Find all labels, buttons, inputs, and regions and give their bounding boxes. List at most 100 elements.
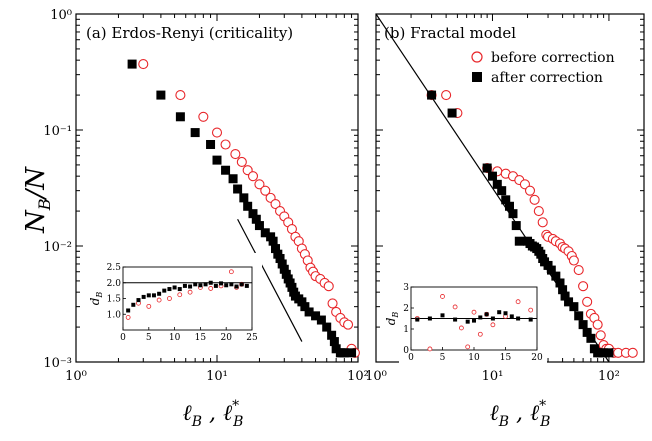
- inset-data-point: [229, 282, 234, 287]
- inset-y-tick-label: 2: [403, 304, 409, 314]
- inset-y-tick-label: 0: [403, 346, 409, 356]
- data-point: [311, 311, 321, 321]
- inset-data-point: [177, 292, 183, 298]
- panel-a-title: (a) Erdos-Renyi (criticality): [86, 24, 293, 42]
- x-tick-label: 10²: [347, 369, 369, 384]
- data-point: [533, 206, 544, 217]
- x-tick-label: 10¹: [482, 369, 504, 384]
- data-point: [537, 217, 548, 228]
- data-point: [243, 201, 253, 211]
- inset-data-point: [452, 304, 458, 310]
- inset-data-point: [156, 297, 162, 303]
- data-point: [339, 348, 349, 358]
- data-point: [558, 285, 568, 295]
- inset-data-point: [177, 287, 182, 292]
- data-point: [198, 111, 209, 122]
- data-point: [543, 260, 553, 270]
- inset-data-point: [228, 269, 234, 275]
- inset-data-point: [187, 289, 193, 295]
- inset-data-point: [516, 316, 521, 321]
- inset-data-point: [509, 314, 514, 319]
- legend-label-after: after correction: [491, 70, 603, 86]
- inset-data-point: [465, 319, 470, 324]
- inset-data-point: [472, 318, 476, 323]
- inset-y-tick-label: 3: [403, 283, 409, 293]
- data-point: [268, 236, 278, 246]
- inset-data-point: [490, 322, 496, 328]
- data-point: [427, 90, 437, 100]
- data-point: [564, 297, 574, 307]
- inset-data-point: [440, 294, 445, 299]
- inset-data-point: [146, 303, 152, 309]
- data-point: [254, 221, 264, 231]
- inset-x-tick-label: 25: [246, 333, 258, 343]
- data-point: [270, 198, 281, 210]
- inset-data-point: [427, 346, 433, 352]
- inset-data-point: [172, 285, 177, 290]
- data-point: [322, 322, 332, 332]
- data-point: [230, 149, 241, 160]
- inset-x-tick-label: 5: [146, 333, 152, 343]
- data-point: [586, 333, 596, 343]
- inset-data-point: [188, 284, 193, 289]
- inset-data-point: [244, 283, 249, 288]
- data-point: [156, 90, 166, 100]
- legend-label-before: before correction: [491, 50, 615, 66]
- inset-x-tick-label: 15: [500, 353, 512, 363]
- data-point: [447, 108, 457, 118]
- data-point: [492, 179, 502, 189]
- inset-y-tick-label: 2.0: [107, 279, 122, 289]
- data-point: [524, 185, 536, 196]
- data-point: [220, 139, 231, 150]
- data-point: [560, 291, 570, 301]
- x-tick-label: 10²: [598, 369, 620, 384]
- data-point: [281, 269, 291, 279]
- inset-data-point: [213, 283, 218, 288]
- inset-data-point: [151, 293, 156, 298]
- inset-x-tick-label: 15: [195, 333, 207, 343]
- data-point: [175, 90, 186, 101]
- inset-data-point: [239, 282, 244, 287]
- inset-y-tick-label: 1: [403, 325, 409, 335]
- data-point: [221, 165, 231, 175]
- inset-data-point: [208, 280, 213, 285]
- data-point: [329, 337, 339, 347]
- series-after-correction-a: [127, 59, 357, 358]
- data-point: [347, 348, 357, 358]
- data-point: [501, 195, 511, 205]
- inset-y-label: dB: [384, 312, 400, 326]
- data-point: [592, 319, 603, 330]
- inset-data-point: [203, 282, 208, 287]
- panel-fractal-model: (b) Fractal model 10⁰ 10¹ 10² 0 5 10 15 20 0 1 2 3…: [365, 13, 645, 384]
- inset-y-tick-label: 1.5: [107, 295, 122, 305]
- inset-data-point: [490, 316, 495, 321]
- data-point: [271, 244, 281, 254]
- data-point: [297, 297, 307, 307]
- y-tick-label: 10⁻³: [43, 356, 72, 371]
- inset-y-label: dB: [88, 292, 104, 306]
- data-point: [127, 59, 137, 69]
- inset-data-point: [515, 299, 521, 305]
- y-tick-label: 10⁻¹: [43, 124, 72, 139]
- inset-data-point: [503, 311, 508, 316]
- inset-data-point: [193, 282, 198, 287]
- inset-data-point: [440, 313, 445, 318]
- inset-data-point: [182, 283, 187, 288]
- inset-data-point: [465, 344, 471, 350]
- data-point: [260, 185, 271, 196]
- inset-data-point: [141, 294, 146, 299]
- inset-data-point: [126, 308, 131, 313]
- data-point: [514, 236, 524, 246]
- inset-data-point: [136, 298, 141, 303]
- data-point: [574, 311, 584, 321]
- data-point: [275, 254, 285, 264]
- inset-x-tick-label: 0: [120, 333, 126, 343]
- data-point: [300, 302, 310, 312]
- data-point: [568, 255, 579, 266]
- x-axis-label-b: ℓB , ℓ* B: [490, 398, 551, 430]
- data-point: [212, 155, 222, 165]
- data-point: [482, 163, 492, 173]
- inset-a: 0 5 10 15 20 25 1.0 1.5 2.0 2.5 dB: [88, 253, 262, 346]
- series-before-correction-a: [138, 59, 360, 358]
- inset-data-point: [198, 283, 203, 288]
